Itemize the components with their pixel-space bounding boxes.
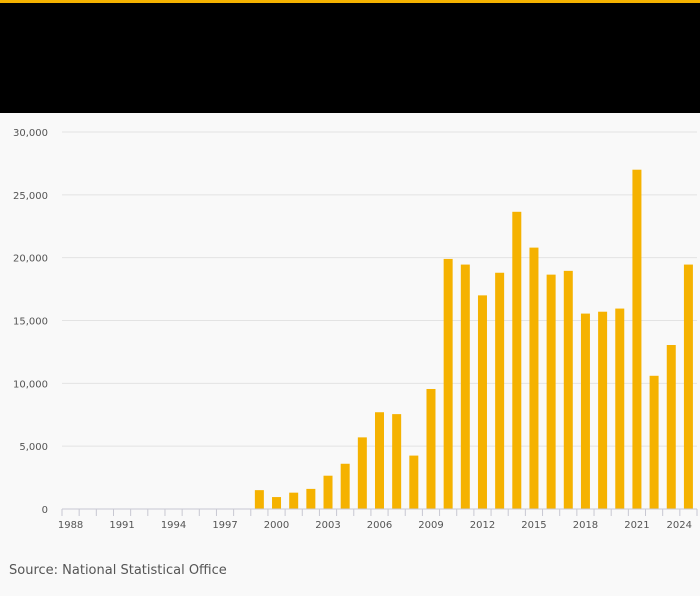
x-tick-label: 1994 [161, 520, 186, 531]
bar-2020 [615, 308, 625, 509]
y-tick-label: 5,000 [19, 442, 48, 453]
x-tick-label: 2018 [573, 520, 598, 531]
source-note: Source: National Statistical Office [9, 563, 227, 578]
header-band [0, 3, 700, 113]
bar-2009 [426, 388, 436, 509]
y-tick-label: 10,000 [13, 379, 48, 390]
bar-2023 [666, 345, 676, 509]
y-tick-label: 15,000 [13, 317, 48, 328]
y-tick-label: 30,000 [13, 128, 48, 139]
x-axis [61, 508, 698, 516]
bar-2002 [306, 488, 316, 509]
bar-2012 [477, 295, 487, 509]
x-tick-label: 2006 [367, 520, 392, 531]
bar-2022 [649, 375, 659, 509]
x-tick-label: 2000 [264, 520, 289, 531]
bar-2015 [529, 247, 539, 509]
bar-1999 [254, 490, 264, 509]
x-tick-label: 2012 [470, 520, 495, 531]
y-tick-label: 20,000 [13, 254, 48, 265]
x-tick-label: 1991 [109, 520, 134, 531]
x-tick-label: 2024 [667, 520, 692, 531]
x-tick-label: 2003 [315, 520, 340, 531]
bar-2017 [563, 270, 573, 509]
x-tick-label: 2021 [624, 520, 649, 531]
x-tick-label: 2009 [418, 520, 443, 531]
bar-2000 [272, 497, 282, 509]
bar-2008 [409, 455, 419, 509]
x-axis-ticks: 1988 1991 1994 1997 2000 2003 2006 2009 2012 2015… [58, 520, 692, 531]
bar-2016 [546, 274, 556, 509]
bar-2014 [512, 211, 522, 509]
x-tick-label: 2015 [521, 520, 546, 531]
y-tick-label: 0 [42, 505, 48, 516]
y-axis-ticks: 0 5,000 10,000 15,000 20,000 25,000 30,000 [13, 128, 48, 516]
bar-2006 [375, 412, 384, 509]
top-accent-bar [0, 0, 700, 3]
bar-2013 [495, 272, 505, 509]
bar-2003 [323, 475, 333, 509]
bar-2001 [289, 492, 299, 509]
bar-2024 [683, 264, 693, 509]
bar-2019 [598, 311, 608, 509]
bar-2007 [392, 414, 402, 509]
bar-2005 [357, 437, 367, 509]
y-tick-label: 25,000 [13, 191, 48, 202]
bar-chart: 0 5,000 10,000 15,000 20,000 25,000 30,000 198… [13, 128, 698, 531]
bar-2010 [443, 258, 453, 509]
bar-2011 [460, 264, 470, 509]
bars [254, 169, 693, 509]
bar-2018 [580, 313, 590, 509]
x-tick-label: 1988 [58, 520, 83, 531]
bar-2004 [340, 463, 350, 509]
bar-2021 [632, 169, 642, 509]
x-tick-label: 1997 [212, 520, 237, 531]
gridlines [62, 131, 697, 447]
